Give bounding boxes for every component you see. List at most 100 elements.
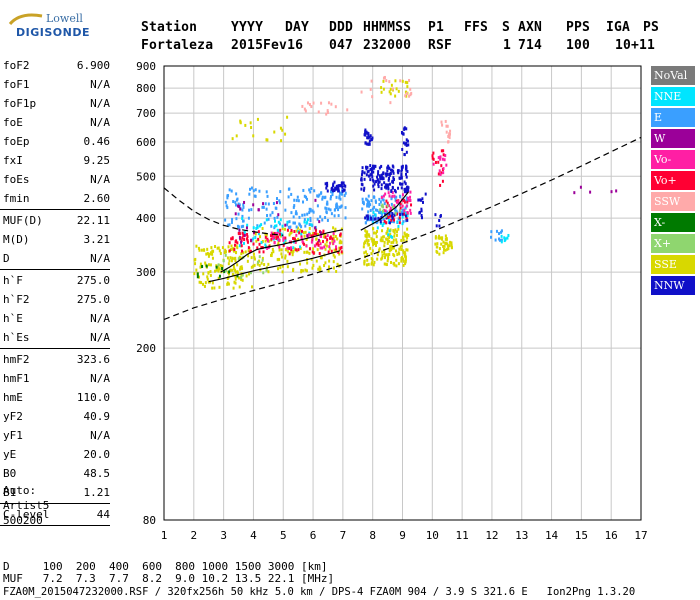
- data-point-sse: [273, 130, 276, 134]
- data-point-vo-: [439, 183, 442, 187]
- data-point-nnw: [387, 164, 390, 168]
- data-point-nnw: [377, 172, 380, 176]
- data-point-sse: [385, 237, 388, 241]
- data-point-sse: [281, 227, 284, 231]
- data-point-sse: [263, 263, 266, 267]
- data-point-e: [267, 217, 270, 221]
- data-point-e: [344, 206, 347, 210]
- data-point-sse: [450, 246, 453, 250]
- data-point-vo-: [238, 232, 241, 236]
- data-point-e: [339, 205, 342, 209]
- data-point-x-: [201, 265, 204, 269]
- data-point-e: [381, 213, 384, 217]
- data-point-e: [317, 194, 320, 198]
- data-point-vo-: [434, 160, 437, 164]
- data-point-vo-: [333, 239, 336, 243]
- data-point-e: [369, 203, 372, 207]
- data-point-sse: [404, 260, 407, 264]
- data-point-sse: [363, 259, 366, 263]
- data-point-sse: [398, 247, 401, 251]
- data-point-sse: [392, 238, 395, 242]
- data-point-sse: [388, 249, 391, 253]
- data-point-e: [295, 225, 298, 229]
- data-point-sse: [284, 132, 287, 136]
- param-label: foF1: [3, 78, 30, 91]
- data-point-sse: [292, 269, 295, 273]
- header-label-0: Station: [141, 20, 198, 35]
- data-point-vo-: [388, 209, 391, 213]
- data-point-sse: [250, 125, 253, 129]
- data-point-nnw: [399, 213, 402, 217]
- data-point-sse: [255, 239, 258, 243]
- data-point-sse: [217, 267, 220, 271]
- data-point-nnw: [418, 211, 421, 215]
- data-point-nne: [256, 225, 259, 229]
- data-point-ssw: [408, 94, 411, 98]
- data-point-nnw: [380, 183, 383, 187]
- data-point-sse: [239, 121, 242, 125]
- data-point-nnw: [386, 172, 389, 176]
- data-point-e: [230, 189, 233, 193]
- data-point-e: [395, 209, 398, 213]
- data-point-sse: [219, 263, 222, 267]
- data-point-ssw: [385, 79, 388, 83]
- data-point-sse: [447, 247, 450, 251]
- data-point-sse: [443, 244, 446, 248]
- data-point-ssw: [448, 132, 451, 136]
- data-point-sse: [372, 238, 375, 242]
- header-label-11: PS: [643, 20, 660, 35]
- header-value-10: 10+: [615, 38, 640, 53]
- data-point-nnw: [420, 216, 423, 220]
- data-point-sse: [194, 262, 197, 266]
- data-point-e: [242, 205, 245, 209]
- data-point-sse: [211, 252, 214, 256]
- data-point-sse: [221, 246, 224, 250]
- data-point-e: [398, 218, 401, 222]
- data-point-vo-: [322, 231, 325, 235]
- param-separator: [0, 503, 110, 504]
- data-point-sse: [381, 254, 384, 258]
- data-point-nne: [283, 241, 286, 245]
- data-point-sse: [239, 265, 242, 269]
- data-point-ssw: [444, 119, 447, 123]
- data-point-e: [242, 224, 245, 228]
- data-point-w: [284, 223, 287, 227]
- data-point-sse: [284, 240, 287, 244]
- data-point-ssw: [409, 87, 412, 91]
- data-point-nnw: [401, 182, 404, 186]
- data-point-e: [500, 229, 503, 233]
- data-point-vo-: [439, 155, 442, 159]
- data-point-vo-: [266, 237, 269, 241]
- data-point-nnw: [393, 213, 396, 217]
- data-point-vo-: [316, 241, 319, 245]
- data-point-nnw: [380, 187, 383, 191]
- data-point-sse: [388, 252, 391, 256]
- data-point-sse: [308, 226, 311, 230]
- param-label: h`Es: [3, 331, 30, 344]
- data-point-sse: [206, 251, 209, 255]
- data-point-sse: [375, 243, 378, 247]
- data-point-x-: [221, 266, 224, 270]
- muf-row: MUF 7.2 7.3 7.7 8.2 9.0 10.2 13.5 22.1 […: [3, 572, 335, 585]
- data-point-sse: [373, 242, 376, 246]
- data-point-w: [238, 228, 241, 232]
- data-point-sse: [233, 280, 236, 284]
- data-point-ssw: [391, 87, 394, 91]
- data-point-e: [278, 222, 281, 226]
- data-point-e: [265, 190, 268, 194]
- data-point-sse: [389, 87, 392, 91]
- data-point-nnw: [392, 171, 395, 175]
- data-point-sse: [281, 264, 284, 268]
- param-label: MUF(D): [3, 214, 43, 227]
- data-point-sse: [402, 259, 405, 263]
- data-point-nnw: [365, 173, 368, 177]
- data-point-e: [306, 197, 309, 201]
- data-point-vo-: [387, 191, 390, 195]
- data-point-x-: [394, 211, 397, 215]
- data-point-nnw: [366, 131, 369, 135]
- data-point-sse: [332, 237, 335, 241]
- data-point-nne: [372, 210, 375, 214]
- data-point-sse: [402, 249, 405, 253]
- data-point-sse: [261, 256, 264, 260]
- y-tick-label: 300: [136, 266, 156, 279]
